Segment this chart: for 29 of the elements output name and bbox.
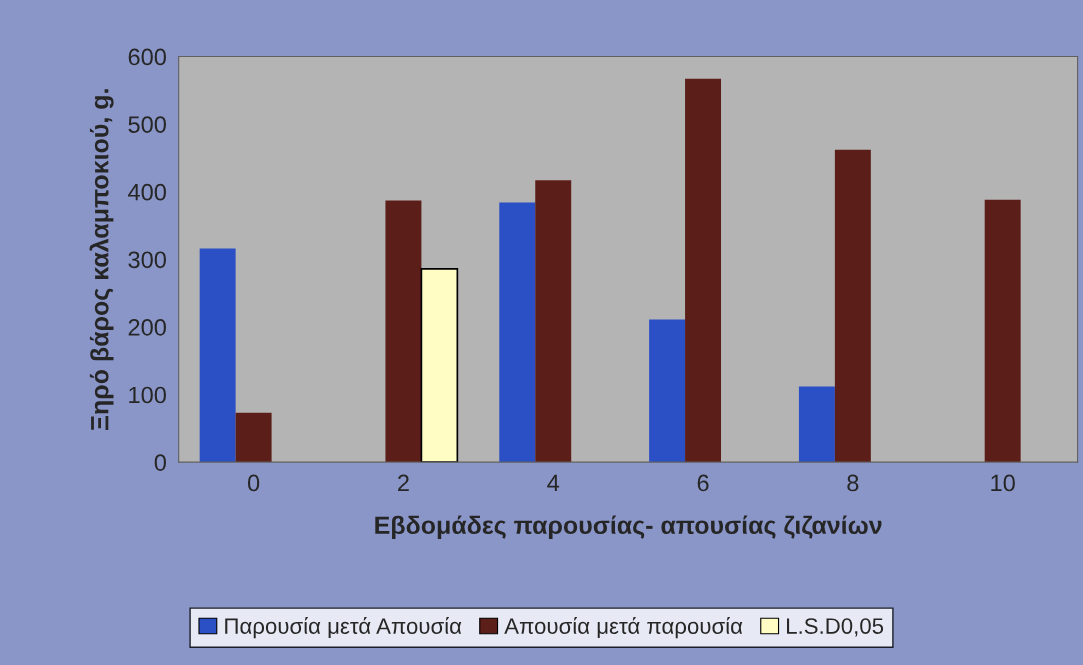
x-tick-label: 0 [247, 474, 260, 492]
y-tick-label: 0 [154, 454, 166, 471]
bar [834, 149, 871, 463]
bar [235, 412, 272, 463]
x-tick-label: 6 [697, 474, 709, 492]
bar [420, 267, 459, 463]
x-axis-title: Εβδομάδες παρουσίας- απουσίας ζιζανίων [375, 515, 882, 540]
bar [499, 202, 536, 463]
y-tick-label: 100 [129, 386, 166, 404]
bar [535, 180, 572, 463]
legend-label: Απουσία μετά παρουσία [504, 617, 743, 639]
y-tick-label: 400 [128, 183, 166, 201]
bar [984, 199, 1021, 463]
bar [199, 248, 236, 463]
bar [685, 78, 722, 463]
x-tick-label: 10 [991, 474, 1015, 492]
bar [649, 319, 686, 463]
x-tick-label: 8 [847, 474, 859, 492]
legend-label: L.S.D0,05 [787, 618, 884, 637]
x-tick-label: 4 [547, 474, 560, 492]
y-tick-label: 500 [128, 116, 166, 133]
x-tick-label: 2 [398, 474, 409, 492]
legend-label: Παρουσία μετά Απουσία [225, 617, 462, 639]
y-tick-label: 600 [128, 48, 166, 66]
bar [385, 200, 422, 463]
y-tick-label: 200 [128, 319, 166, 336]
y-tick-label: 300 [128, 251, 166, 269]
y-axis-title: Ξηρό βάρος καλαμποκιού, g. [89, 89, 114, 431]
bar [798, 386, 835, 463]
